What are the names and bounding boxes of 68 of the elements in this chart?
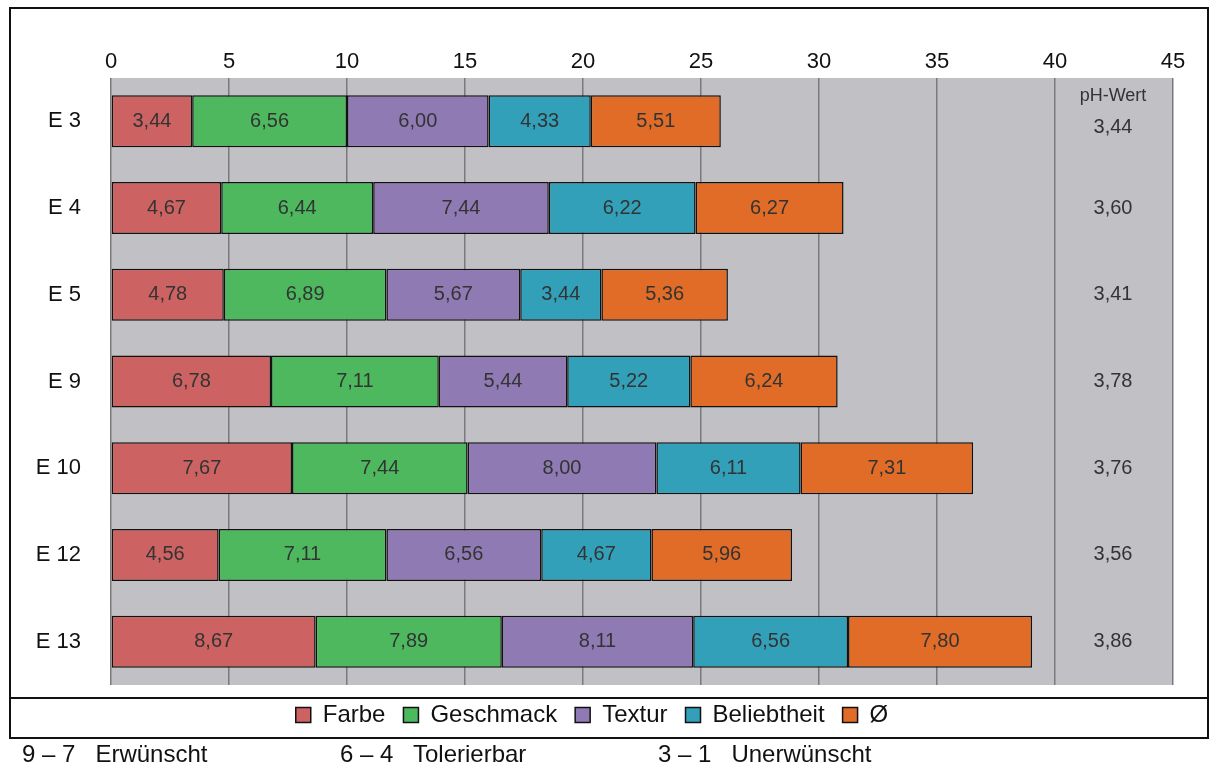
data-label: 4,67 (576, 542, 616, 565)
data-label: 6,24 (744, 369, 784, 392)
annotation: 3,78 (1093, 369, 1133, 392)
data-label: 6,56 (250, 108, 290, 131)
text: 3 – 1 Unerwünscht (658, 740, 873, 768)
data-label: 8,00 (542, 455, 582, 478)
data-label: 7,80 (920, 629, 960, 652)
x-tick-label: 40 (1042, 47, 1068, 73)
data-label: 5,96 (702, 542, 742, 565)
data-label: 6,44 (277, 195, 317, 218)
data-label: 6,56 (751, 629, 791, 652)
data-label: 5,67 (433, 282, 473, 305)
text: 9 – 7 Erwünscht (22, 740, 209, 768)
data-label: 6,11 (709, 455, 748, 478)
legend-label: Farbe (322, 699, 386, 727)
data-label: 7,44 (360, 455, 400, 478)
y-tick-label: E 3 (47, 107, 81, 133)
data-label: 7,11 (283, 542, 322, 565)
data-label: 6,22 (602, 195, 642, 218)
data-label: 4,56 (145, 542, 185, 565)
text: 6 – 4 Tolerierbar (340, 740, 528, 768)
annotation: 3,76 (1093, 455, 1133, 478)
y-tick-label: E 5 (47, 280, 81, 306)
y-tick-label: E 9 (47, 367, 81, 393)
data-label: 5,44 (483, 369, 523, 392)
data-label: 6,56 (444, 542, 484, 565)
annotation: 3,60 (1093, 195, 1133, 218)
data-label: 6,89 (285, 282, 325, 305)
annotation: 3,86 (1093, 629, 1133, 652)
data-label: 7,89 (389, 629, 429, 652)
data-label: 4,67 (147, 195, 186, 218)
x-tick-label: 20 (570, 47, 596, 73)
x-tick-label: 35 (924, 47, 950, 73)
data-label: 4,78 (148, 282, 188, 305)
annotation: 3,56 (1093, 542, 1133, 565)
y-tick-label: E 13 (35, 627, 81, 653)
data-label: 6,78 (171, 369, 211, 392)
legend-label: Ø (869, 699, 889, 727)
data-label: 6,27 (750, 195, 790, 218)
x-tick-label: 15 (452, 47, 478, 73)
data-label: 3,44 (541, 282, 581, 305)
data-label: 5,22 (609, 369, 649, 392)
x-tick-label: 45 (1160, 47, 1186, 73)
data-label: 7,67 (182, 455, 222, 478)
data-label: 8,67 (194, 629, 234, 652)
legend-label: Beliebtheit (712, 699, 825, 727)
data-label: 7,44 (441, 195, 481, 218)
data-label: 5,51 (636, 108, 676, 131)
data-label: 7,11 (336, 369, 374, 392)
annotation: 3,41 (1093, 282, 1133, 305)
x-tick-label: 0 (104, 47, 118, 73)
annotation: 3,44 (1093, 114, 1133, 137)
data-label: 7,31 (867, 455, 907, 478)
x-tick-label: 30 (806, 47, 832, 73)
data-label: 4,33 (520, 108, 560, 131)
data-label: 6,00 (398, 108, 438, 131)
data-label: 8,11 (578, 629, 617, 652)
y-tick-label: E 12 (35, 540, 81, 566)
y-tick-label: E 10 (35, 454, 81, 480)
annotation: pH-Wert (1079, 84, 1147, 105)
x-tick-label: 25 (688, 47, 714, 73)
y-tick-label: E 4 (47, 194, 81, 220)
legend-label: Geschmack (430, 699, 559, 727)
x-tick-label: 5 (222, 47, 236, 73)
data-label: 3,44 (132, 108, 172, 131)
x-tick-label: 10 (334, 47, 360, 73)
data-label: 5,36 (645, 282, 685, 305)
legend-label: Textur (602, 699, 668, 727)
